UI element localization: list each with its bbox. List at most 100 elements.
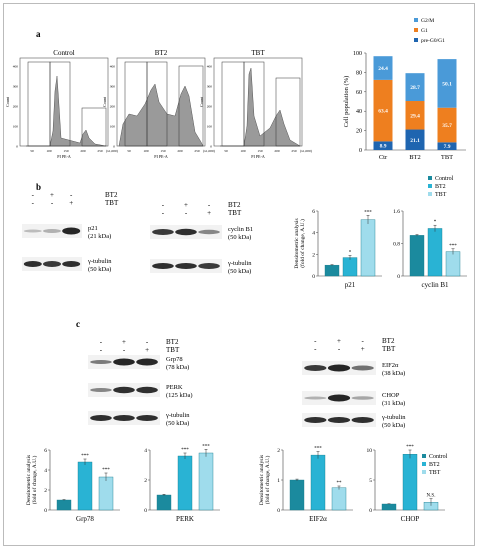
- treatment-label: BT2: [228, 201, 241, 209]
- panel-c-legend: Control BT2 TBT: [422, 454, 448, 476]
- gate-g2m: [275, 77, 301, 147]
- treatment-label: TBT: [228, 209, 242, 217]
- ytick-label: 10: [367, 448, 373, 454]
- stack-ytick-label: 80: [356, 70, 362, 76]
- band-name: Grp78: [166, 356, 183, 363]
- treatment-sign: -: [338, 345, 341, 353]
- stack-category-label: Ctr: [379, 154, 388, 161]
- flow-ytick: 300: [110, 85, 116, 89]
- band-name: γ-tubulin: [227, 260, 252, 267]
- flow-plot-1: Control 0 100 200 300 400 Count 50 100 150 200 250(…: [5, 49, 119, 159]
- significance-label: *: [349, 250, 352, 255]
- legend-label-preg: pre-G0/G1: [421, 38, 445, 44]
- legend-swatch: [422, 470, 426, 474]
- significance-label: *: [434, 220, 437, 225]
- cell-cycle-stacked-chart: 0 20 40 60 80 100 Cell population (%) 8.9 63.4 24…: [343, 51, 466, 161]
- significance-label: ***: [181, 448, 189, 453]
- flow-plot-frame: [19, 57, 109, 147]
- bar-chart-grp78: 0 2 4 6 *** *** Grp78 Densitometric analysis (fo…: [26, 448, 120, 523]
- significance-label: **: [337, 481, 343, 486]
- ytick-label: 0: [369, 508, 372, 514]
- band-size: (50 kDa): [382, 422, 405, 429]
- flow-xlabel: PI PE-A: [57, 154, 71, 159]
- flow-xtick: 250: [194, 149, 200, 153]
- flow-xtick: 150: [160, 149, 166, 153]
- legend-label-g2m: G2/M: [421, 18, 434, 24]
- stack-bar-segment: [373, 141, 393, 150]
- blot-band: [113, 386, 135, 394]
- band-name: γ-tubulin: [87, 258, 112, 265]
- blot-band: [175, 263, 197, 269]
- significance-label: ***: [102, 468, 110, 473]
- flow-ytick: 400: [110, 65, 116, 69]
- stack-category-label: BT2: [409, 154, 421, 161]
- band-size: (78 kDa): [166, 364, 189, 371]
- band-name: PERK: [166, 384, 183, 391]
- treatment-label: BT2: [382, 337, 395, 345]
- flow-xtick: 250: [97, 149, 103, 153]
- legend-swatch-preg: [414, 38, 418, 42]
- panel-b-label: b: [36, 182, 41, 192]
- treatment-sign: -: [70, 191, 73, 199]
- bar: [310, 454, 326, 511]
- legend-swatch: [422, 454, 426, 458]
- band-name: γ-tubulin: [165, 412, 190, 419]
- y-label-line2: (fold of change, A.U.): [299, 219, 306, 268]
- bar: [177, 455, 193, 511]
- significance-label: N.S.: [427, 494, 436, 499]
- ytick-label: 1: [277, 478, 280, 484]
- stack-data-label: 21.1: [410, 138, 420, 144]
- treatment-sign: -: [51, 199, 54, 207]
- stack-data-label: 63.4: [378, 109, 388, 115]
- bar: [98, 476, 114, 511]
- panel-c-label: c: [76, 319, 80, 329]
- treatment-sign: -: [123, 346, 126, 354]
- flow-xtick: 50: [224, 149, 228, 153]
- flow-plot-title: TBT: [251, 49, 265, 57]
- flow-xtick: 50: [127, 149, 131, 153]
- bar: [360, 219, 376, 277]
- significance-label: ***: [202, 444, 210, 449]
- treatment-label: BT2: [166, 338, 179, 346]
- band-size: (50 kDa): [88, 266, 111, 273]
- blot-band: [136, 386, 158, 394]
- blot-band: [136, 415, 158, 421]
- band-name: p21: [88, 225, 98, 232]
- band-size: (50 kDa): [166, 420, 189, 427]
- flow-ytick: 0: [16, 145, 18, 149]
- y-label-line1: Densitometric analysis: [294, 218, 300, 268]
- bar: [198, 452, 214, 511]
- ytick-label: 0: [312, 274, 315, 280]
- treatment-sign: -: [162, 209, 165, 217]
- band-size: (50 kDa): [228, 268, 251, 275]
- blot-band: [175, 228, 197, 236]
- band-name: γ-tubulin: [381, 414, 406, 421]
- treatment-sign: -: [100, 346, 103, 354]
- ytick-label: 2: [44, 488, 47, 494]
- flow-xtick: 200: [177, 149, 183, 153]
- flow-histogram: [26, 75, 107, 147]
- x-label: CHOP: [401, 515, 420, 523]
- ytick-label: 1.6: [393, 209, 400, 215]
- treatment-sign: +: [337, 337, 341, 345]
- stack-ytick-label: 20: [356, 129, 362, 135]
- x-label: EIF2α: [309, 515, 327, 523]
- flow-xtick: 100: [143, 149, 149, 153]
- stack-data-label: 24.4: [378, 66, 388, 72]
- treatment-sign: +: [207, 209, 211, 217]
- stack-bar-segment: [373, 79, 393, 142]
- band-size: (31 kDa): [382, 400, 405, 407]
- flow-ytick: 200: [207, 105, 213, 109]
- gate-g2m: [81, 107, 107, 147]
- bar: [381, 503, 397, 511]
- treatment-label: TBT: [105, 199, 119, 207]
- blot-band: [62, 227, 81, 235]
- flow-xtick: 250: [291, 149, 297, 153]
